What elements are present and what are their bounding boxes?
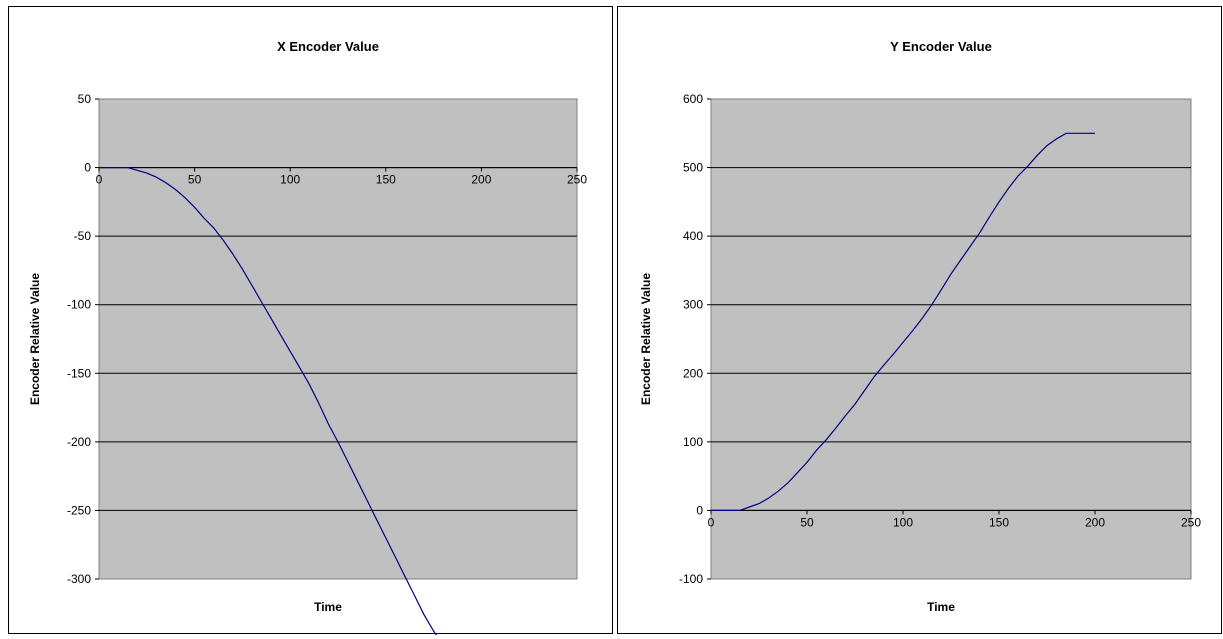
x-y-tick-label: -200 bbox=[67, 435, 91, 449]
y-x-tick-label: 150 bbox=[989, 515, 1009, 529]
y-y-axis-label: Encoder Relative Value bbox=[639, 273, 653, 405]
y-x-axis-label: Time bbox=[927, 600, 955, 614]
x-x-tick-label: 200 bbox=[471, 173, 491, 187]
x-y-axis-label: Encoder Relative Value bbox=[28, 273, 42, 405]
y-x-tick-label: 0 bbox=[708, 515, 715, 529]
x-y-tick-label: -300 bbox=[67, 572, 91, 586]
x-series-line bbox=[99, 167, 438, 635]
y-y-tick-label: 100 bbox=[683, 435, 703, 449]
x-plot-area bbox=[98, 98, 578, 580]
y-y-tick-label: 200 bbox=[683, 366, 703, 380]
x-y-tick-label: 0 bbox=[84, 161, 91, 175]
x-x-axis-label: Time bbox=[314, 600, 342, 614]
y-x-tick-label: 100 bbox=[893, 515, 913, 529]
y-encoder-chart: 600 500 400 300 200 100 0 -100 0 50 100 150 200 250 Y … bbox=[617, 6, 1222, 634]
y-encoder-chart-svg: 600 500 400 300 200 100 0 -100 0 50 100 150 200 250 Y … bbox=[639, 39, 1201, 614]
x-y-tick-label: -150 bbox=[67, 366, 91, 380]
x-x-tick-label: 50 bbox=[188, 173, 202, 187]
y-series-line bbox=[711, 132, 1095, 511]
y-x-tick-label: 50 bbox=[800, 515, 814, 529]
x-x-tick-label: 150 bbox=[376, 173, 396, 187]
y-y-tick-label: 600 bbox=[683, 92, 703, 106]
y-y-tick-label: -100 bbox=[679, 572, 703, 586]
y-y-tick-label: 0 bbox=[696, 503, 703, 517]
y-y-tick-label: 500 bbox=[683, 161, 703, 175]
x-y-tick-label: -250 bbox=[67, 503, 91, 517]
x-x-tick-label: 250 bbox=[567, 173, 587, 187]
y-plot-area bbox=[710, 98, 1192, 580]
y-y-tick-label: 300 bbox=[683, 298, 703, 312]
y-chart-title: Y Encoder Value bbox=[890, 39, 992, 54]
x-encoder-chart-svg: 50 0 -50 -100 -150 -200 -250 -300 0 50 100 150 200 25… bbox=[28, 39, 587, 635]
y-y-tick-label: 400 bbox=[683, 229, 703, 243]
y-x-tick-label: 250 bbox=[1181, 515, 1201, 529]
y-x-tick-label: 200 bbox=[1085, 515, 1105, 529]
x-y-tick-label: -100 bbox=[67, 298, 91, 312]
x-x-tick-label: 100 bbox=[280, 173, 300, 187]
x-y-tick-label: 50 bbox=[78, 92, 92, 106]
x-x-tick-label: 0 bbox=[96, 173, 103, 187]
x-encoder-chart: 50 0 -50 -100 -150 -200 -250 -300 0 50 100 150 200 25… bbox=[8, 6, 613, 635]
x-y-tick-label: -50 bbox=[74, 229, 92, 243]
x-chart-title: X Encoder Value bbox=[277, 39, 379, 54]
